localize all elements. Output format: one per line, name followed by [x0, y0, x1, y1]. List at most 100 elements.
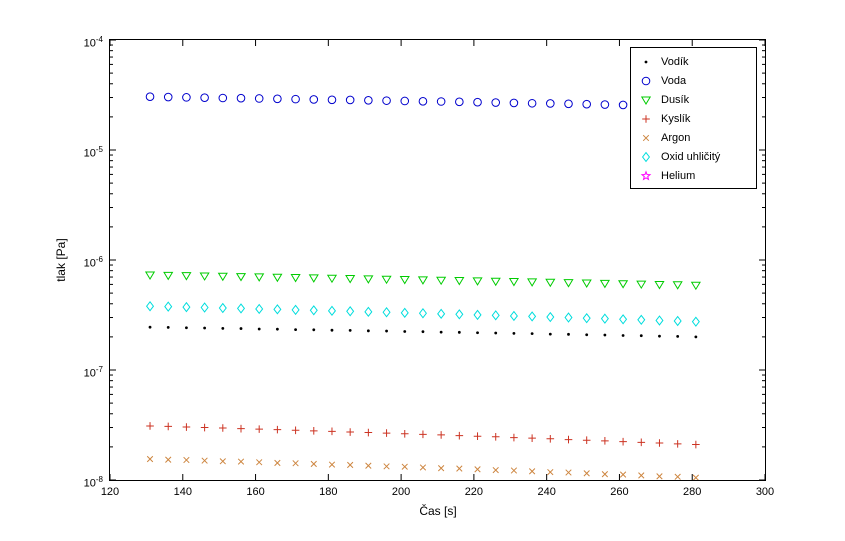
x-marker — [619, 471, 627, 478]
dot-marker — [494, 331, 498, 335]
dot-marker — [257, 327, 261, 331]
dot-marker — [585, 333, 589, 337]
diamond-marker — [600, 313, 609, 324]
diamond-marker — [182, 301, 191, 313]
legend-item-3: Kyslík — [631, 109, 756, 128]
dot-marker — [366, 329, 370, 333]
dot-marker — [676, 335, 680, 338]
plus-marker — [273, 425, 282, 434]
circle-marker — [254, 94, 264, 103]
diamond-marker — [309, 305, 318, 316]
plus-marker — [546, 434, 555, 443]
triangle-down-marker — [345, 274, 356, 284]
diamond-marker — [236, 303, 246, 314]
plus-marker — [219, 424, 227, 432]
dot-marker — [658, 334, 661, 338]
circle-marker — [641, 76, 651, 85]
plus-marker — [419, 430, 427, 439]
circle-marker — [473, 97, 482, 107]
legend-item-label: Voda — [661, 74, 687, 87]
triangle-down-marker — [163, 271, 174, 281]
legend-item-label: Helium — [661, 169, 696, 182]
y-tick-label: 10-4 — [83, 35, 103, 50]
x-tick-label: 240 — [537, 486, 556, 498]
circle-marker — [418, 97, 428, 106]
circle-marker — [582, 99, 591, 109]
plus-marker — [382, 429, 391, 437]
triangle-down-marker — [490, 277, 501, 287]
dot-marker — [203, 326, 207, 330]
x-marker — [201, 457, 208, 464]
x-marker — [256, 459, 263, 466]
diamond-marker — [473, 309, 482, 321]
dot-marker — [221, 326, 225, 330]
x-marker — [274, 459, 281, 467]
plus-marker — [455, 431, 464, 440]
x-tick-label: 200 — [391, 486, 411, 498]
x-marker — [146, 455, 154, 463]
triangle-down-marker — [636, 280, 647, 290]
plus-marker — [164, 422, 173, 431]
diamond-marker — [364, 306, 373, 318]
x-icon — [642, 134, 650, 141]
dot-marker — [275, 327, 279, 331]
x-marker — [219, 458, 226, 465]
triangle-down-marker — [290, 274, 301, 283]
dot-marker — [403, 330, 407, 333]
plus-marker — [601, 437, 609, 445]
triangle-down-marker — [690, 281, 701, 291]
diamond-marker — [564, 312, 573, 323]
x-marker — [474, 466, 481, 473]
pentagram-marker — [640, 169, 652, 181]
diamond-marker — [145, 301, 155, 312]
triangle-down-marker — [199, 272, 210, 281]
x-tick-label: 300 — [755, 486, 775, 498]
plus-marker — [673, 440, 682, 448]
circle-marker — [455, 97, 464, 107]
circle-marker — [527, 98, 537, 108]
plus-marker — [255, 425, 263, 433]
y-tick-label: 10-6 — [83, 255, 103, 270]
x-marker — [642, 134, 650, 141]
x-marker — [437, 465, 445, 472]
diamond-marker — [273, 304, 282, 315]
x-marker — [292, 460, 299, 467]
x-tick-label: 260 — [610, 486, 629, 498]
diamond-marker — [327, 305, 337, 317]
diamond-marker — [218, 302, 227, 314]
dot-marker — [294, 328, 297, 331]
circle-marker — [546, 99, 555, 108]
triangle-down-marker — [472, 277, 483, 286]
legend-item-1: Voda — [631, 71, 756, 90]
triangle-down-marker — [254, 273, 265, 282]
circle-icon — [641, 76, 651, 85]
plus-marker — [655, 439, 664, 447]
dot-marker — [185, 326, 188, 330]
plus-marker — [582, 436, 591, 445]
dot-marker — [148, 325, 152, 329]
plus-marker — [291, 426, 300, 435]
triangle-down-marker — [672, 281, 683, 290]
y-tick-label: 10-7 — [83, 365, 103, 380]
plus-marker — [491, 433, 500, 441]
x-marker — [328, 461, 336, 468]
plus-marker — [637, 438, 646, 447]
plus-marker — [237, 424, 245, 433]
x-tick-label: 160 — [246, 486, 265, 498]
dot-marker — [348, 329, 352, 332]
dot-marker — [239, 327, 243, 330]
x-marker — [638, 472, 645, 479]
diamond-marker — [382, 307, 391, 318]
circle-marker — [400, 96, 410, 106]
x-marker — [492, 466, 499, 474]
diamond-marker — [509, 310, 518, 322]
diamond-marker — [619, 314, 628, 325]
diamond-marker — [418, 308, 427, 319]
triangle-down-marker — [640, 96, 652, 105]
y-axis-label: tlak [Pa] — [54, 238, 68, 282]
x-marker — [510, 467, 518, 474]
x-marker — [347, 461, 354, 469]
plus-marker — [400, 430, 409, 438]
circle-marker — [382, 96, 391, 105]
plus-marker — [692, 440, 700, 449]
